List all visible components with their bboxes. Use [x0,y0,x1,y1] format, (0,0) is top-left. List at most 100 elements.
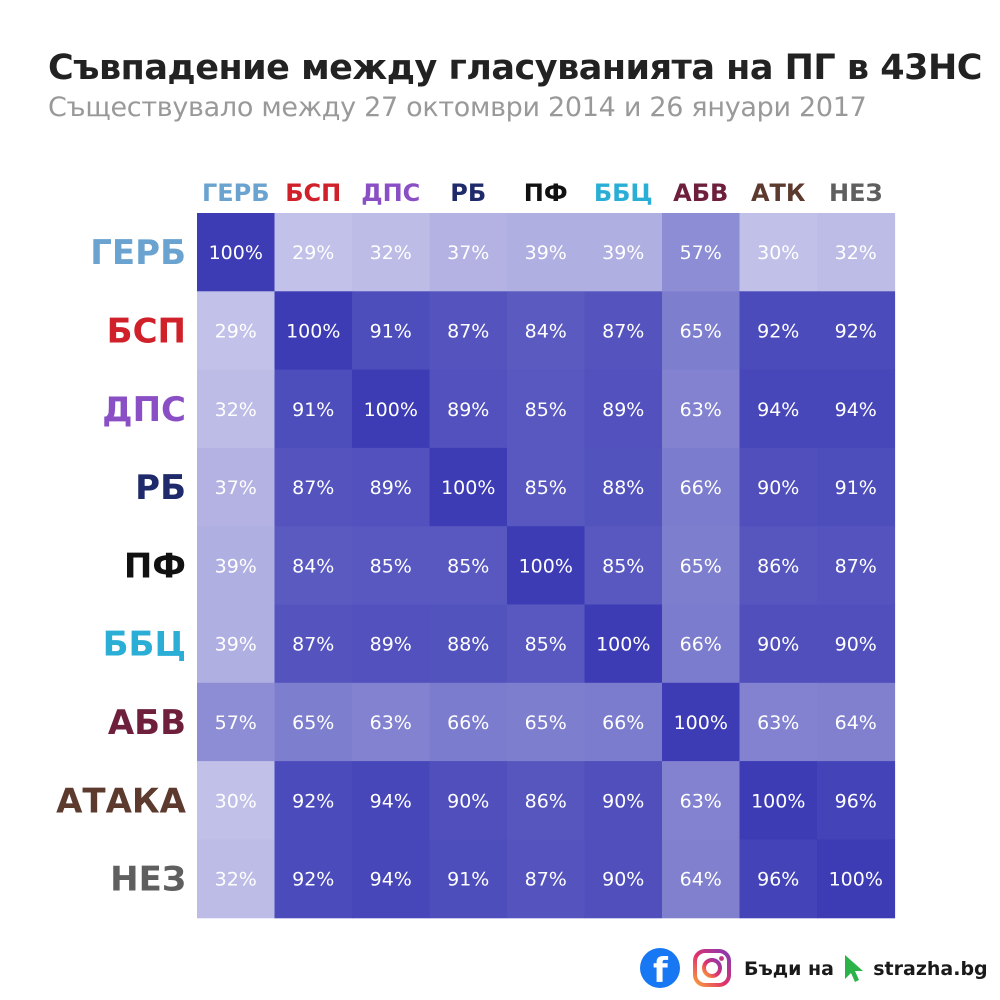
row-label: ГЕРБ [90,233,186,273]
cell-value-label: 100% [364,399,418,421]
cell-value-label: 63% [370,712,412,734]
cell-value-label: 87% [447,320,489,342]
row-label: ББЦ [103,625,186,665]
heatmap-cell [274,291,353,371]
heatmap-cell [274,761,353,840]
heatmap-cell [274,526,353,606]
cell-value-label: 88% [602,477,644,499]
heatmap-cell [507,761,586,840]
heatmap-cell [352,213,431,292]
facebook-icon[interactable]: f [640,948,680,991]
heatmap-cell [817,291,896,371]
cell-value-label: 66% [680,477,722,499]
row-label: АТАКА [56,781,187,821]
heatmap-cell [662,291,741,371]
heatmap-cell [507,526,586,606]
heatmap-cell [197,213,276,292]
heatmap-cell [817,761,896,840]
cell-value-label: 64% [835,712,877,734]
column-label: ДПС [361,179,420,207]
cell-value-label: 90% [835,634,877,656]
cell-value-label: 63% [680,399,722,421]
row-label: БСП [107,311,186,351]
heatmap-cell [739,526,818,606]
cell-value-label: 90% [757,477,799,499]
heatmap-cell [739,369,818,449]
heatmap-cell [352,682,431,762]
brand-logo[interactable]: Бъди на strazha.bg [744,954,988,984]
cell-value-label: 91% [835,477,877,499]
heatmap-cell [507,447,586,527]
heatmap-cell [817,526,896,606]
column-label: ГЕРБ [202,179,270,207]
cell-value-label: 57% [215,712,257,734]
heatmap-cell [584,682,663,762]
heatmap-cell [197,526,276,606]
heatmap-cell [584,526,663,606]
cell-value-label: 92% [757,320,799,342]
cell-value-label: 89% [370,477,412,499]
heatmap-cell [197,839,276,919]
cell-value-label: 39% [215,634,257,656]
cell-value-label: 63% [680,790,722,812]
cell-value-label: 90% [602,790,644,812]
cell-value-label: 86% [757,555,799,577]
cell-value-label: 85% [602,555,644,577]
cell-value-label: 96% [757,869,799,891]
cell-value-label: 92% [835,320,877,342]
heatmap-cell [197,604,276,684]
cell-value-label: 94% [370,869,412,891]
heatmap-cell [584,291,663,371]
heatmap-chart: ГЕРБ БСП ДПС РБ ПФ ББЦ АБВ АТК НЕЗ ГЕРБ БСП ДПС РБ ПФ… [56,179,896,919]
cell-value-label: 90% [447,790,489,812]
column-label: АБВ [673,179,728,207]
cell-value-label: 92% [292,790,334,812]
cell-value-label: 91% [447,869,489,891]
cell-value-label: 57% [680,242,722,264]
heatmap-cell [662,761,741,840]
instagram-icon[interactable] [692,948,732,988]
cell-value-label: 39% [525,242,567,264]
cell-value-label: 29% [215,320,257,342]
heatmap-cell [739,604,818,684]
cell-value-label: 29% [292,242,334,264]
cell-value-label: 84% [525,320,567,342]
heatmap-cell [429,369,508,449]
heatmap-cell [662,213,741,292]
cell-value-label: 87% [602,320,644,342]
heatmap-cell [274,447,353,527]
cell-value-label: 100% [441,477,495,499]
cursor-arrow-icon [844,955,863,982]
cell-value-label: 87% [835,555,877,577]
heatmap-cell [662,447,741,527]
cell-value-label: 37% [215,477,257,499]
heatmap-cell [662,682,741,762]
heatmap-cell [274,213,353,292]
heatmap-cell [352,369,431,449]
heatmap-cell [274,369,353,449]
heatmap-cell [197,369,276,449]
heatmap-cell [662,526,741,606]
cell-value-label: 91% [292,399,334,421]
heatmap-cell [817,213,896,292]
heatmap-cell [739,213,818,292]
cell-value-label: 85% [525,634,567,656]
cell-value-label: 65% [292,712,334,734]
column-label: ПФ [524,179,568,207]
heatmap-cell [429,682,508,762]
heatmap-cell [352,761,431,840]
cell-value-label: 100% [751,790,805,812]
cell-value-label: 90% [602,869,644,891]
cell-value-label: 32% [370,242,412,264]
heatmap-cell [429,761,508,840]
cell-value-label: 32% [215,399,257,421]
heatmap-cell [507,369,586,449]
heatmap-cell [197,291,276,371]
heatmap-cell [507,213,586,292]
heatmap-cell [817,682,896,762]
cell-value-label: 100% [674,712,728,734]
heatmap-cell [429,839,508,919]
heatmap-cell [197,447,276,527]
heatmap-cell [429,526,508,606]
heatmap-cell [352,526,431,606]
